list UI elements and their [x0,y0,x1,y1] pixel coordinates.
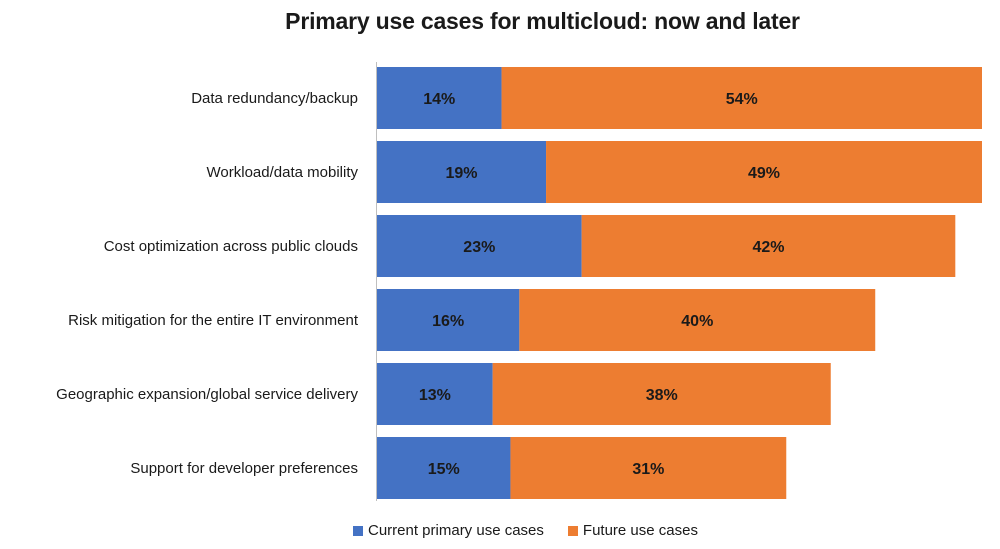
category-label: Workload/data mobility [207,164,359,181]
data-label-future: 31% [632,461,664,478]
bar-future [519,289,876,351]
category-label: Cost optimization across public clouds [104,238,358,255]
chart-legend: Current primary use cases Future use cas… [353,522,698,539]
data-label-current: 15% [428,461,460,478]
bar-current [377,437,511,499]
legend-label-future: Future use cases [582,522,698,539]
category-label: Geographic expansion/global service deli… [56,386,358,403]
bar-future [501,67,982,129]
data-label-future: 42% [752,239,784,256]
bar-future [492,363,831,425]
bar-future [546,141,982,203]
bar-future [581,215,956,277]
data-label-future: 40% [681,313,713,330]
chart-title: Primary use cases for multicloud: now an… [285,8,800,34]
bar-future [510,437,787,499]
category-label: Support for developer preferences [130,460,358,477]
bar-current [377,67,502,129]
legend-swatch-future [567,525,578,536]
legend-item-future: Future use cases [567,522,698,539]
legend-label-current: Current primary use cases [368,522,544,539]
bar-current [377,289,520,351]
data-label-current: 13% [419,387,451,404]
bar-current [377,215,582,277]
data-label-current: 23% [463,239,495,256]
data-label-current: 16% [432,313,464,330]
bar-current [377,363,493,425]
legend-item-current: Current primary use cases [353,522,544,539]
legend-swatch-current [353,525,363,536]
data-label-future: 38% [646,387,678,404]
data-label-current: 14% [423,91,455,108]
data-label-current: 19% [446,165,478,182]
category-label: Data redundancy/backup [191,90,358,107]
data-label-future: 54% [726,91,758,108]
bar-current [377,141,547,203]
data-label-future: 49% [748,165,780,182]
category-label: Risk mitigation for the entire IT enviro… [68,312,359,329]
